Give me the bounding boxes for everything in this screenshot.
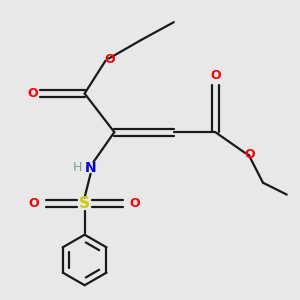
Text: O: O (244, 148, 255, 161)
Text: O: O (210, 69, 221, 82)
Text: O: O (27, 87, 38, 100)
Text: H: H (73, 161, 82, 174)
Text: N: N (85, 161, 96, 175)
Text: O: O (105, 53, 115, 66)
Text: S: S (79, 196, 90, 211)
Text: O: O (130, 197, 140, 210)
Text: O: O (29, 197, 39, 210)
